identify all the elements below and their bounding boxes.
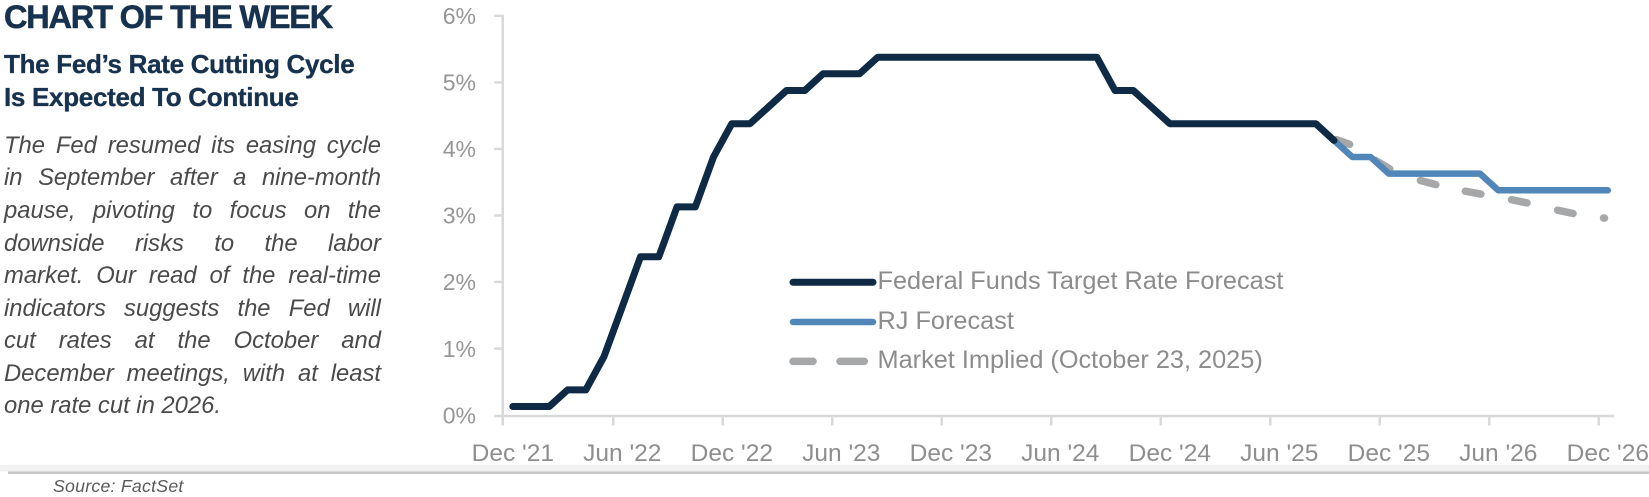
svg-text:Market Implied (October 23, 20: Market Implied (October 23, 2025) xyxy=(878,346,1263,374)
svg-text:Jun '23: Jun '23 xyxy=(802,440,880,467)
svg-text:Dec '26: Dec '26 xyxy=(1567,440,1649,467)
svg-text:RJ Forecast: RJ Forecast xyxy=(878,307,1014,335)
svg-text:Dec '22: Dec '22 xyxy=(691,440,773,467)
svg-text:Dec '24: Dec '24 xyxy=(1129,440,1211,467)
svg-text:Federal Funds Target Rate Fore: Federal Funds Target Rate Forecast xyxy=(878,267,1284,295)
svg-text:0%: 0% xyxy=(443,402,476,428)
svg-text:Dec '23: Dec '23 xyxy=(910,440,992,467)
svg-text:Jun '22: Jun '22 xyxy=(583,440,661,467)
svg-text:Dec '21: Dec '21 xyxy=(472,440,554,467)
svg-text:Dec '25: Dec '25 xyxy=(1348,440,1430,467)
svg-text:6%: 6% xyxy=(443,3,476,29)
svg-text:5%: 5% xyxy=(443,70,476,96)
svg-text:Jun '26: Jun '26 xyxy=(1459,440,1537,467)
svg-text:4%: 4% xyxy=(443,136,476,162)
svg-text:Jun '25: Jun '25 xyxy=(1240,440,1318,467)
svg-text:Jun '24: Jun '24 xyxy=(1021,440,1099,467)
svg-text:2%: 2% xyxy=(443,269,476,295)
svg-text:1%: 1% xyxy=(443,336,476,362)
svg-text:3%: 3% xyxy=(443,203,476,229)
